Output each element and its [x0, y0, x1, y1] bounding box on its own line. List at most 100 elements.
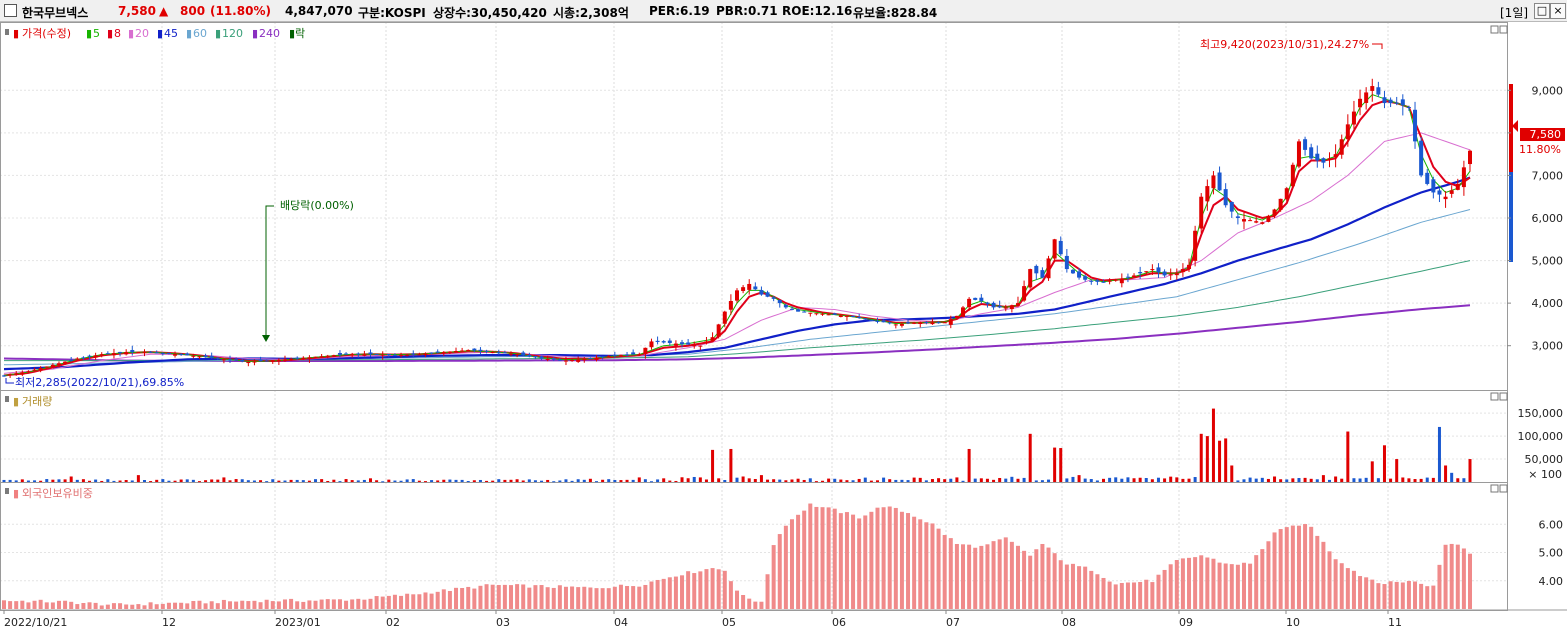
volume-bar — [210, 479, 214, 482]
candle-body — [545, 358, 550, 360]
volume-bar — [289, 479, 293, 482]
foreign-bar — [105, 604, 110, 609]
foreign-bar — [136, 604, 141, 609]
candle-body — [1437, 190, 1442, 195]
foreign-bar — [1009, 541, 1014, 609]
volume-bar — [821, 480, 825, 482]
foreign-bar — [1315, 535, 1320, 609]
candle-body — [680, 342, 685, 345]
volume-bar — [45, 479, 49, 482]
volume-bar — [503, 479, 507, 482]
candle-body — [661, 341, 666, 343]
volume-bar — [1114, 477, 1118, 482]
foreign-bar — [179, 602, 184, 609]
volume-bar — [271, 479, 275, 482]
candle-body — [1455, 183, 1460, 190]
foreign-bar — [887, 506, 892, 609]
candle-body — [1309, 147, 1314, 159]
volume-bar — [900, 479, 904, 482]
volume-bar — [33, 480, 37, 482]
foreign-bar — [557, 585, 562, 609]
candle-body — [899, 323, 904, 326]
candle-body — [1382, 97, 1387, 104]
foreign-bar — [698, 571, 703, 609]
foreign-bar — [502, 584, 507, 609]
foreign-bar — [160, 603, 165, 609]
legend-foreign: 외국인보유비중 — [22, 487, 93, 500]
candle-body — [606, 355, 611, 357]
candle-body — [75, 358, 80, 360]
volume-bar — [704, 479, 708, 482]
foreign-bar — [899, 511, 904, 609]
volume-bar — [827, 478, 831, 482]
foreign-bar — [484, 584, 489, 609]
foreign-bar — [1266, 541, 1271, 609]
volume-bar — [81, 479, 85, 482]
panel-frames — [0, 22, 1567, 611]
candle-body — [728, 301, 733, 310]
date-tick-label: 05 — [722, 616, 736, 629]
candle-body — [789, 308, 794, 310]
date-tick-label: 02 — [386, 616, 400, 629]
select-checkbox[interactable] — [4, 4, 17, 17]
candle-body — [881, 320, 886, 323]
volume-bar — [2, 479, 6, 482]
volume-bar — [558, 480, 562, 482]
foreign-bar — [154, 604, 159, 609]
foreign-bar — [1162, 569, 1167, 609]
volume-bar — [1273, 476, 1277, 482]
foreign-bar — [1388, 581, 1393, 609]
candle-body — [380, 354, 385, 356]
volume-bar — [204, 480, 208, 482]
candle-body — [1388, 99, 1393, 104]
foreign-bar — [1058, 560, 1063, 609]
maximize-icon[interactable]: □ — [1534, 3, 1550, 19]
candle-body — [350, 354, 355, 356]
foreign-bar — [1046, 547, 1051, 609]
panel-handle-icon[interactable] — [5, 488, 9, 494]
volume-bar — [649, 481, 653, 483]
volume-bar — [1260, 477, 1264, 482]
candle-body — [1400, 99, 1405, 106]
volume-bar — [356, 480, 360, 482]
foreign-bar — [808, 503, 813, 609]
candle-body — [405, 354, 410, 356]
close-icon[interactable]: × — [1550, 3, 1566, 19]
candle-body — [521, 352, 526, 356]
volume-bar — [1193, 477, 1197, 482]
foreign-bar — [1425, 586, 1430, 609]
period-selector[interactable]: [1일] — [1500, 6, 1529, 20]
candle-body — [502, 352, 507, 354]
volume-bar — [338, 481, 342, 483]
volume-bar — [1230, 465, 1234, 482]
svg-text:▮: ▮ — [13, 27, 19, 40]
current-pct-label: 11.80% — [1519, 143, 1561, 156]
foreign-bar — [1260, 549, 1265, 609]
candle-body — [1241, 219, 1246, 222]
panel-handle-icon[interactable] — [5, 29, 9, 35]
volume-bar — [485, 480, 489, 482]
volume-bar — [1126, 477, 1130, 482]
foreign-bar — [423, 592, 428, 609]
foreign-bar — [252, 600, 257, 609]
candle-body — [1235, 216, 1240, 218]
dividend-annotation: 배당락(0.00%) — [262, 199, 354, 342]
foreign-bar — [472, 588, 477, 609]
foreign-bar — [1345, 568, 1350, 609]
foreign-bar — [1394, 581, 1399, 609]
candle-body — [1364, 92, 1369, 103]
foreign-bar — [63, 600, 68, 609]
candle-body — [331, 355, 336, 357]
candle-body — [1089, 280, 1094, 282]
price-tick-label: 3,000 — [1532, 340, 1564, 353]
candle-body — [105, 353, 110, 355]
panel-handle-icon[interactable] — [5, 396, 9, 402]
candle-body — [264, 360, 269, 362]
foreign-bar — [331, 599, 336, 609]
volume-bar — [1468, 459, 1472, 482]
volume-bar — [436, 480, 440, 482]
foreign-bar — [1241, 562, 1246, 609]
foreign-bar — [802, 510, 807, 609]
volume-bar — [314, 479, 318, 482]
